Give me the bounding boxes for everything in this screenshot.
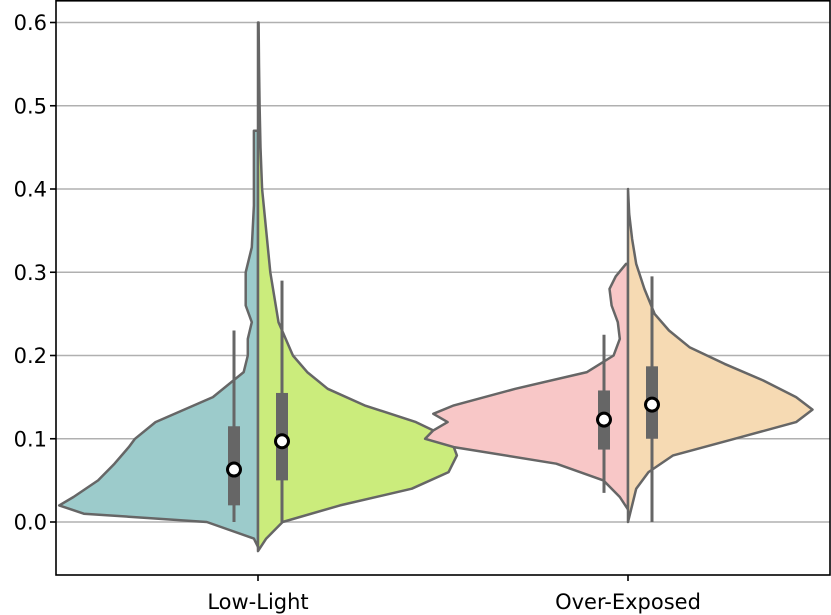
median-marker-3 [596, 411, 612, 428]
median-marker-4 [644, 396, 660, 413]
y-tick-label: 0.6 [14, 11, 47, 35]
box-plots [226, 276, 660, 522]
median-marker-2 [274, 433, 290, 450]
y-tick-label: 0.0 [14, 511, 47, 535]
x-tick-label: Low-Light [207, 590, 308, 614]
y-axis: 0.0 0.1 0.2 0.3 0.4 0.5 0.6 [14, 11, 56, 535]
x-axis: Low-Light Over-Exposed [207, 575, 701, 614]
y-tick-label: 0.2 [14, 344, 47, 368]
violins [57, 21, 814, 553]
violin-1 [57, 129, 260, 549]
y-tick-label: 0.3 [14, 261, 47, 285]
plot-frame [55, 0, 831, 576]
violin-2 [256, 21, 459, 553]
violin-3 [423, 262, 630, 511]
y-tick-label: 0.4 [14, 178, 47, 202]
x-tick-label: Over-Exposed [555, 590, 701, 614]
y-tick-label: 0.5 [14, 94, 47, 118]
y-tick-label: 0.1 [14, 427, 47, 451]
median-marker-1 [226, 461, 242, 478]
